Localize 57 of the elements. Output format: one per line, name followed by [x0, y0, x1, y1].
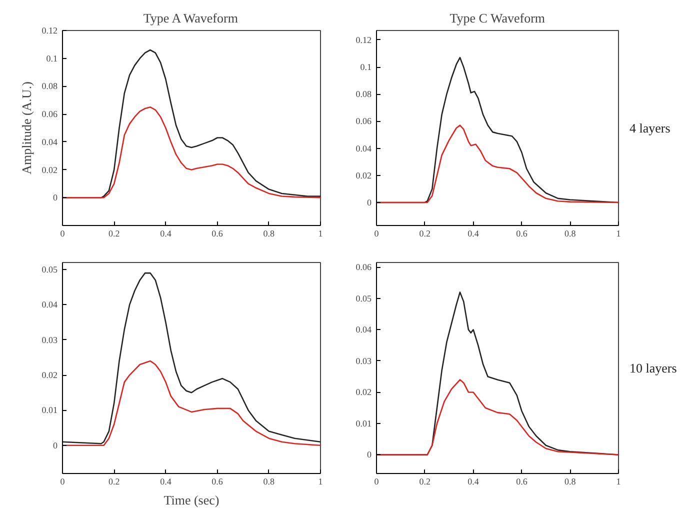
x-tick-label: 1: [616, 228, 621, 238]
x-tick-label: 0.8: [263, 228, 276, 238]
x-tick-label: 0.6: [212, 228, 224, 238]
x-tick-label: 1: [616, 476, 621, 486]
y-tick-label: 0.04: [356, 143, 372, 154]
x-tick-label: 0: [374, 228, 380, 238]
x-tick-label: 1: [318, 476, 323, 486]
y-tick-label: 0.03: [356, 356, 372, 366]
x-tick-label: 0.4: [160, 228, 172, 238]
y-tick-label: 0.01: [356, 418, 372, 428]
y-tick-label: 0.06: [356, 116, 372, 126]
x-tick-label: 0.8: [263, 476, 276, 486]
x-tick-label: 1: [318, 228, 323, 238]
y-tick-label: 0.08: [42, 81, 58, 92]
y-tick-label: 0.02: [356, 387, 372, 398]
y-tick-label: 0.12: [356, 34, 372, 45]
y-tick-label: 0.02: [42, 370, 58, 380]
x-tick-label: 0.8: [564, 476, 576, 486]
x-axis-title: Time (sec): [164, 492, 220, 508]
y-tick-label: 0.04: [42, 300, 58, 310]
y-tick-label: 0.01: [42, 405, 58, 416]
y-tick-label: 0.06: [356, 262, 372, 272]
y-tick-label: 0.05: [356, 293, 372, 304]
y-tick-label: 0.12: [42, 26, 58, 36]
x-tick-label: 0.4: [160, 476, 172, 486]
text: 10 layers: [630, 360, 677, 376]
y-tick-label: 0: [367, 450, 372, 460]
x-tick-label: 0.4: [468, 228, 480, 238]
chart-title: Type A Waveform: [143, 10, 238, 26]
y-tick-label: 0.02: [356, 170, 372, 180]
x-tick-label: 0: [60, 228, 66, 238]
y-tick-label: 0.1: [360, 62, 372, 72]
y-axis-title: Amplitude (A.U.): [18, 82, 34, 174]
x-tick-label: 0: [374, 476, 380, 486]
y-tick-label: 0.06: [42, 109, 58, 120]
x-tick-label: 0.2: [419, 228, 431, 238]
y-tick-label: 0: [53, 440, 58, 450]
x-tick-label: 0.2: [108, 476, 120, 486]
y-tick-label: 0.04: [42, 136, 58, 147]
x-tick-label: 0.4: [468, 476, 480, 486]
y-tick-label: 0.08: [356, 89, 372, 100]
x-tick-label: 0: [60, 476, 66, 486]
y-tick-label: 0.1: [46, 53, 58, 64]
y-tick-label: 0: [53, 192, 58, 203]
x-tick-label: 0.2: [108, 228, 120, 238]
x-tick-label: 0.6: [516, 476, 528, 486]
y-tick-label: 0.02: [42, 164, 58, 175]
x-tick-label: 0.2: [419, 476, 431, 486]
x-tick-label: 0.6: [212, 476, 224, 486]
x-tick-label: 0.6: [516, 228, 528, 238]
y-tick-label: 0.03: [42, 334, 58, 345]
y-tick-label: 0: [367, 197, 372, 208]
y-tick-label: 0.04: [356, 324, 372, 335]
chart-title: Type C Waveform: [450, 10, 546, 26]
y-tick-label: 0.05: [42, 264, 58, 275]
x-tick-label: 0.8: [564, 228, 576, 238]
text: 4 layers: [630, 120, 670, 136]
